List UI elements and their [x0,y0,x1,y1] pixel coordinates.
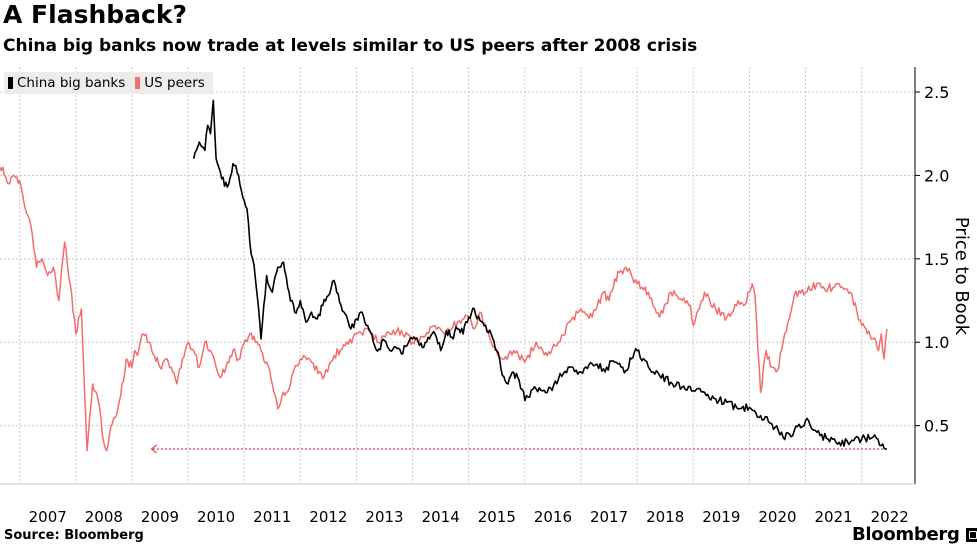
legend-item-us: US peers [135,75,205,91]
x-tick-label: 2011 [253,508,291,526]
y-tick-label: 1.0 [924,333,949,352]
y-tick-label: 0.5 [924,417,949,436]
legend-item-china: China big banks [8,75,125,91]
grid-lines [0,67,915,484]
x-axis-ticks: 2007 2008 2009 2010 2011 2012 2013 2014 2015 2016… [29,508,909,526]
series-line-us-peers [0,166,888,452]
x-tick-label: 2016 [534,508,572,526]
x-tick-label: 2020 [758,508,796,526]
source-note: Source: Bloomberg [4,528,144,543]
chart-subtitle: China big banks now trade at levels simi… [3,36,698,56]
x-tick-label: 2015 [478,508,516,526]
x-tick-label: 2009 [141,508,179,526]
legend-swatch-us [135,77,141,89]
y-tick-label: 2.0 [924,166,949,185]
x-tick-label: 2010 [197,508,235,526]
chart-title: A Flashback? [3,0,187,29]
x-tick-label: 2014 [422,508,460,526]
x-tick-label: 2019 [702,508,740,526]
bloomberg-terminal-icon [965,527,977,542]
brand-logo: Bloomberg [852,524,977,545]
chart-legend: China big banks US peers [4,72,213,94]
reference-arrowhead [150,444,157,454]
x-tick-label: 2013 [365,508,403,526]
y-tick-label: 2.5 [924,83,949,102]
legend-swatch-china [8,77,13,89]
reference-arrow [150,444,887,454]
y-tick-label: 1.5 [924,250,949,269]
brand-name: Bloomberg [852,524,960,545]
legend-label-us: US peers [144,75,205,91]
series-line-china-big-banks [192,99,887,450]
series-group [0,99,888,452]
x-tick-label: 2021 [815,508,853,526]
x-tick-label: 2012 [309,508,347,526]
x-tick-label: 2007 [29,508,67,526]
x-tick-label: 2018 [646,508,684,526]
legend-label-china: China big banks [17,75,126,91]
y-axis-ticks: 0.5 1.0 1.5 2.0 2.5 [915,83,949,436]
x-tick-label: 2008 [85,508,123,526]
x-tick-label: 2017 [590,508,628,526]
y-axis-title: Price to Book [951,217,972,336]
x-tick-label: 2022 [871,508,909,526]
